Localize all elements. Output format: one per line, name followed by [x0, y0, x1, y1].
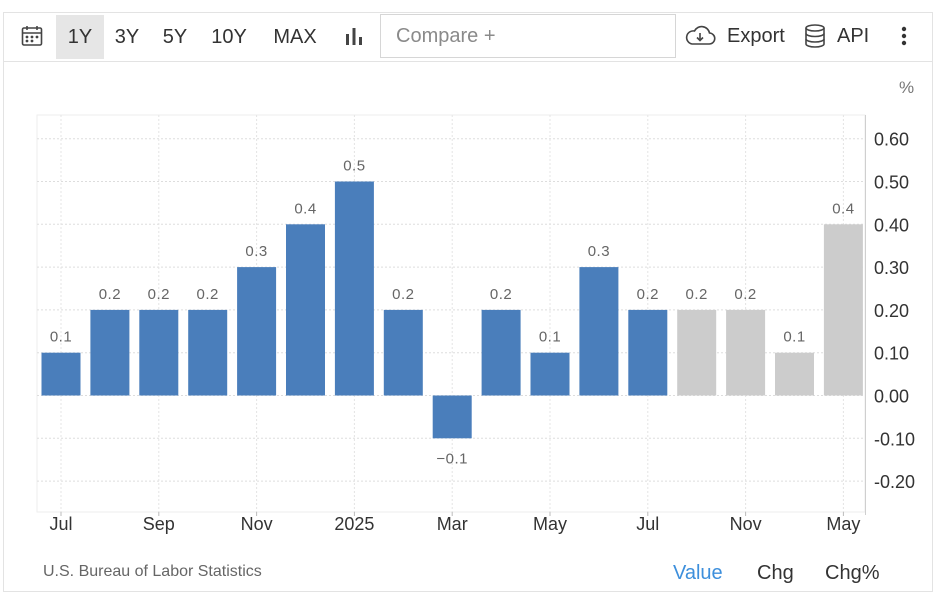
data-bar[interactable] [90, 309, 130, 396]
chart-data-labels: 0.1 0.2 0.2 0.2 0.3 0.4 0.5 0.2 −0.1 0.2 0.1 0.3 0.2… [50, 158, 854, 468]
bar-data-label: 0.2 [490, 286, 512, 303]
compare-placeholder: Compare + [396, 24, 496, 47]
y-axis-unit-label: % [899, 78, 915, 97]
data-bar[interactable] [286, 224, 325, 396]
range-button-3y[interactable]: 3Y [114, 25, 140, 48]
x-tick-label: Jul [49, 514, 72, 534]
export-button[interactable]: Export [683, 12, 791, 60]
x-tick-label: Nov [241, 514, 273, 534]
y-tick-label: 0.20 [874, 301, 909, 321]
bar-data-label: 0.2 [686, 286, 708, 303]
bar-data-label: 0.4 [294, 200, 316, 217]
bar-data-label: 0.2 [99, 286, 121, 303]
database-icon [803, 23, 827, 49]
forecast-bar[interactable] [677, 309, 717, 396]
range-button-1y[interactable]: 1Y [56, 15, 104, 59]
footer-tab-chg-pct[interactable]: Chg% [825, 562, 880, 584]
data-bar[interactable] [628, 309, 668, 396]
data-bar[interactable] [530, 352, 570, 396]
chart-widget-frame [3, 12, 933, 592]
api-label: API [837, 24, 870, 47]
data-bar[interactable] [139, 309, 179, 396]
export-label: Export [727, 24, 785, 47]
y-tick-label: -0.10 [874, 429, 915, 449]
data-bar[interactable] [432, 395, 472, 439]
bar-data-label: 0.2 [148, 286, 170, 303]
x-tick-label: Mar [437, 514, 468, 534]
data-bar[interactable] [334, 181, 374, 396]
bar-chart-icon[interactable] [336, 12, 372, 60]
data-bar[interactable] [579, 267, 619, 396]
data-bar[interactable] [41, 352, 81, 396]
x-tick-label: Jul [636, 514, 659, 534]
forecast-bar[interactable] [775, 352, 814, 396]
cloud-download-icon [683, 24, 717, 48]
y-axis: 0.60 0.50 0.40 0.30 0.20 0.10 0.00 -0.10 -0.20 [865, 115, 915, 515]
x-tick-label: Sep [143, 514, 175, 534]
chart-toolbar: 1Y 3Y 5Y 10Y MAX Compare + Export [3, 12, 933, 62]
bar-data-label: 0.3 [588, 243, 610, 260]
bar-data-label: 0.3 [245, 243, 267, 260]
bar-data-label: 0.2 [637, 286, 659, 303]
y-tick-label: 0.10 [874, 344, 909, 364]
y-tick-label: 0.60 [874, 130, 909, 150]
y-tick-label: 0.50 [874, 173, 909, 193]
compare-input[interactable]: Compare + [380, 14, 676, 58]
data-source-label: U.S. Bureau of Labor Statistics [43, 563, 262, 580]
x-axis: Jul Sep Nov 2025 Mar May Jul Nov May [49, 512, 860, 534]
data-bar[interactable] [481, 309, 521, 396]
bar-data-label: 0.1 [783, 329, 805, 346]
y-tick-label: 0.40 [874, 215, 909, 235]
x-tick-label: 2025 [334, 514, 374, 534]
x-tick-label: May [826, 514, 860, 534]
more-vertical-icon[interactable] [889, 12, 919, 60]
data-bar[interactable] [237, 267, 277, 396]
range-button-max[interactable]: MAX [273, 25, 317, 48]
range-button-10y[interactable]: 10Y [211, 25, 247, 48]
bar-data-label: 0.4 [832, 200, 854, 217]
range-button-5y[interactable]: 5Y [162, 25, 188, 48]
data-bar[interactable] [383, 309, 423, 396]
footer-tab-chg[interactable]: Chg [757, 562, 794, 584]
bar-data-label: 0.1 [50, 329, 72, 346]
y-tick-label: 0.00 [874, 387, 909, 407]
data-bar[interactable] [188, 309, 228, 396]
bar-data-label: −0.1 [436, 450, 468, 467]
calendar-icon[interactable] [11, 12, 53, 60]
bar-data-label: 0.1 [539, 329, 561, 346]
y-tick-label: -0.20 [874, 472, 915, 492]
forecast-bar[interactable] [823, 224, 863, 396]
chart-bars [41, 181, 863, 439]
x-tick-label: Nov [730, 514, 762, 534]
y-tick-label: 0.30 [874, 258, 909, 278]
bar-data-label: 0.5 [343, 158, 365, 175]
footer-tab-value[interactable]: Value [673, 562, 723, 584]
bar-data-label: 0.2 [392, 286, 414, 303]
bar-data-label: 0.2 [197, 286, 219, 303]
bar-data-label: 0.2 [734, 286, 756, 303]
x-tick-label: May [533, 514, 567, 534]
api-button[interactable]: API [803, 12, 881, 60]
forecast-bar[interactable] [726, 309, 766, 396]
